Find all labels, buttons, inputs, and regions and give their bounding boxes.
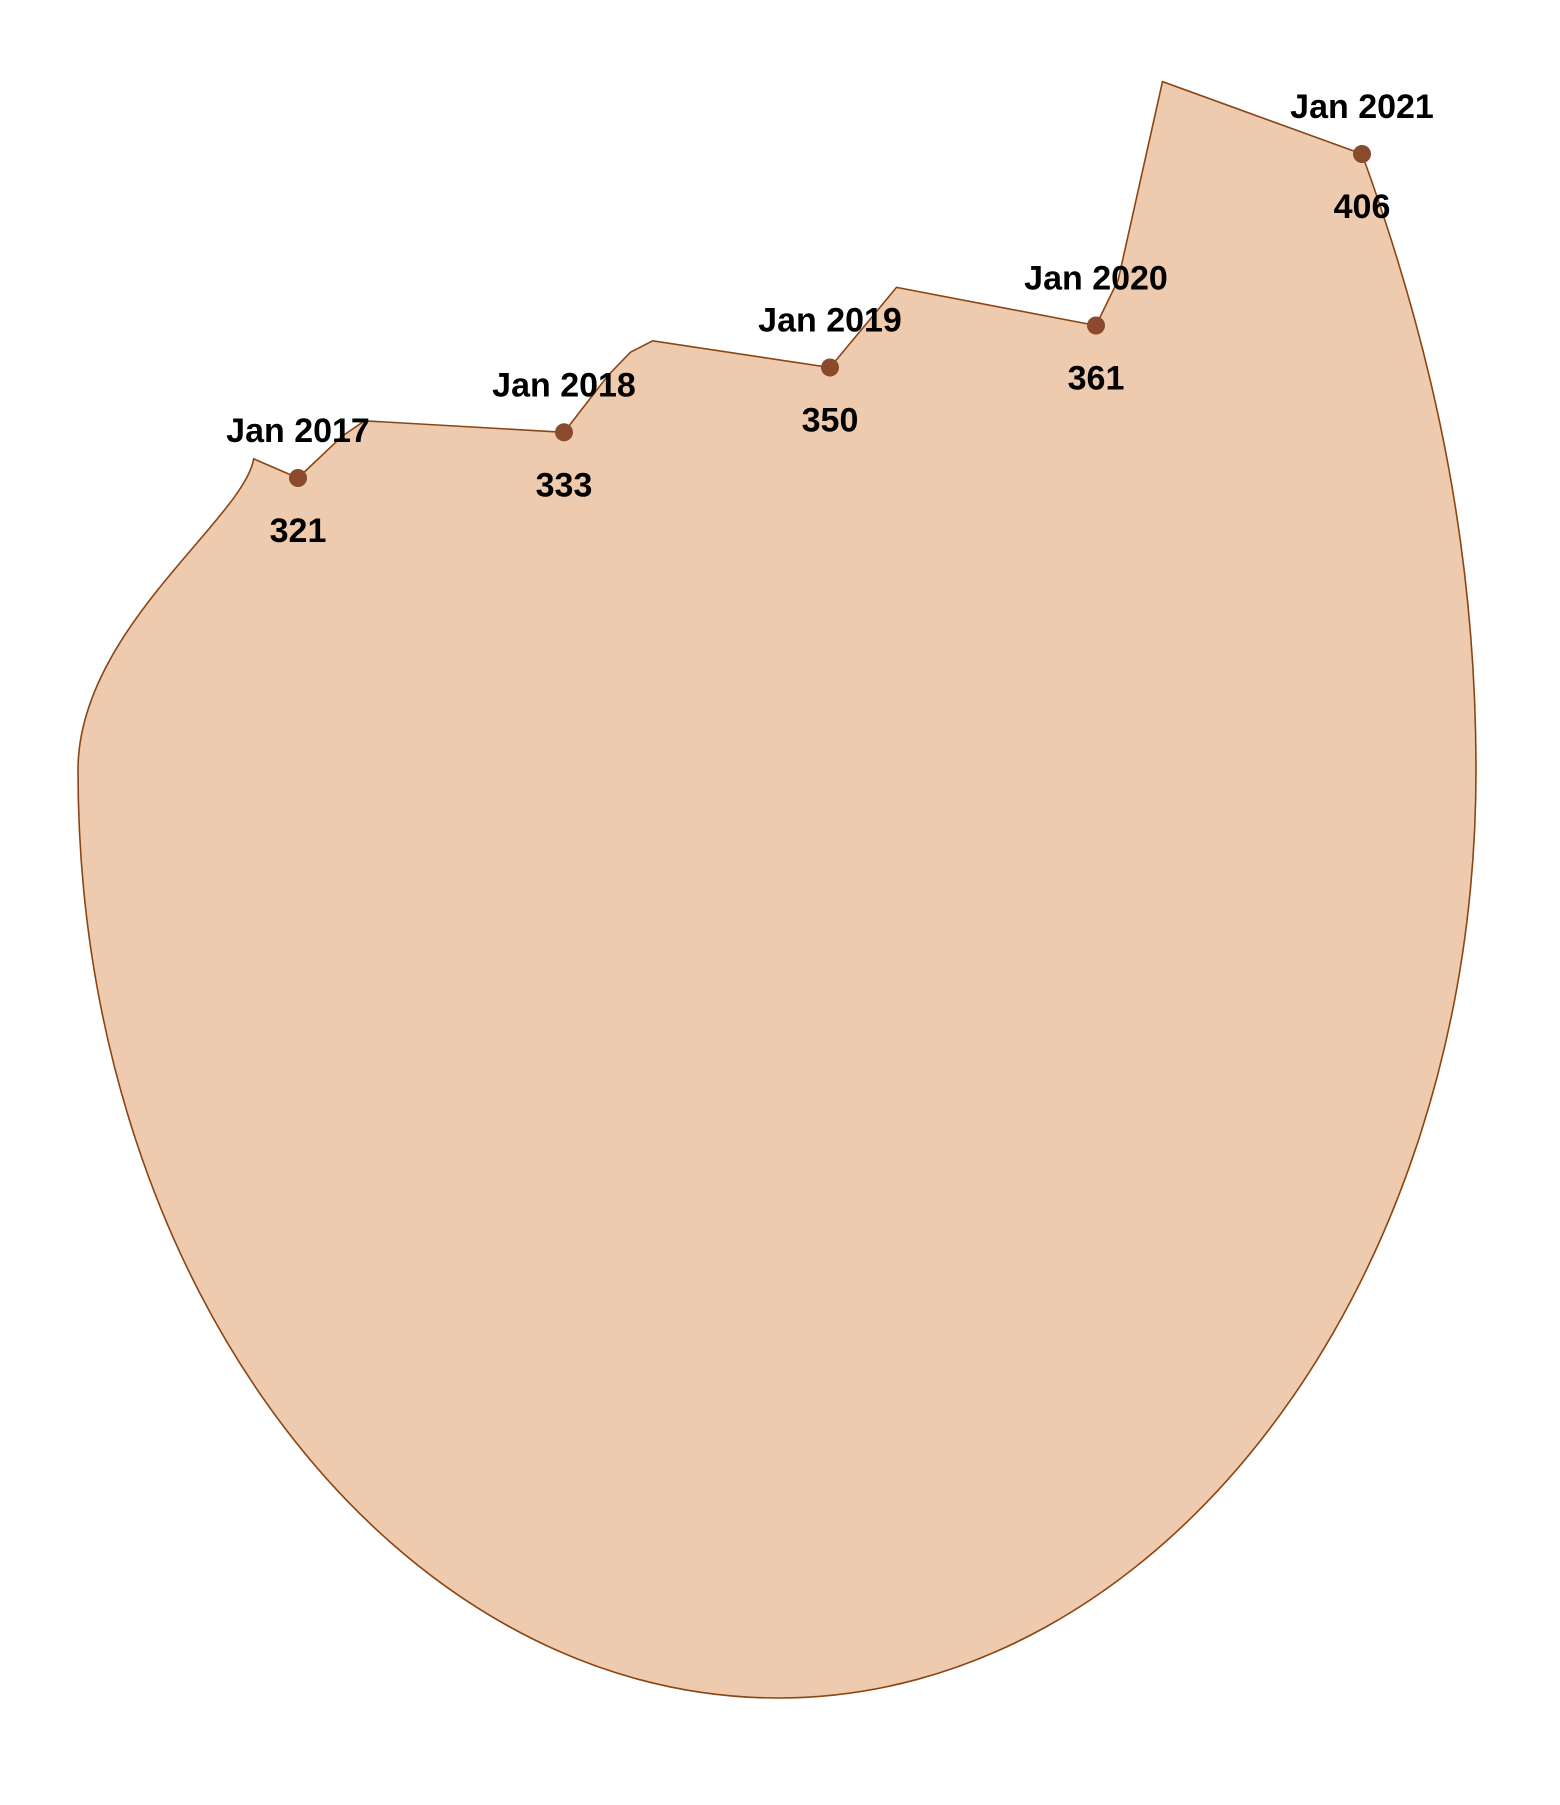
data-point-jan-2021 bbox=[1353, 145, 1371, 163]
area-fill bbox=[77, 80, 1477, 1699]
data-point-jan-2018 bbox=[555, 423, 573, 442]
data-point-jan-2019 bbox=[821, 358, 839, 377]
category-label-jan-2018: Jan 2018 bbox=[492, 366, 636, 404]
value-label-jan-2018: 333 bbox=[536, 466, 593, 504]
data-point-jan-2020 bbox=[1087, 316, 1105, 335]
value-label-jan-2020: 361 bbox=[1068, 360, 1125, 398]
category-labels: Jan 2017 Jan 2018 Jan 2019 Jan 2020 Jan 2021 bbox=[226, 88, 1434, 450]
data-point-jan-2017 bbox=[289, 469, 307, 487]
value-label-jan-2019: 350 bbox=[802, 402, 859, 440]
category-label-jan-2020: Jan 2020 bbox=[1024, 260, 1168, 298]
category-label-jan-2019: Jan 2019 bbox=[758, 302, 902, 340]
data-markers bbox=[289, 145, 1371, 487]
value-label-jan-2021: 406 bbox=[1334, 188, 1391, 226]
category-label-jan-2021: Jan 2021 bbox=[1290, 88, 1434, 126]
value-label-jan-2017: 321 bbox=[270, 512, 327, 550]
category-label-jan-2017: Jan 2017 bbox=[226, 412, 370, 450]
value-labels: 321 333 350 361 406 bbox=[270, 188, 1391, 550]
